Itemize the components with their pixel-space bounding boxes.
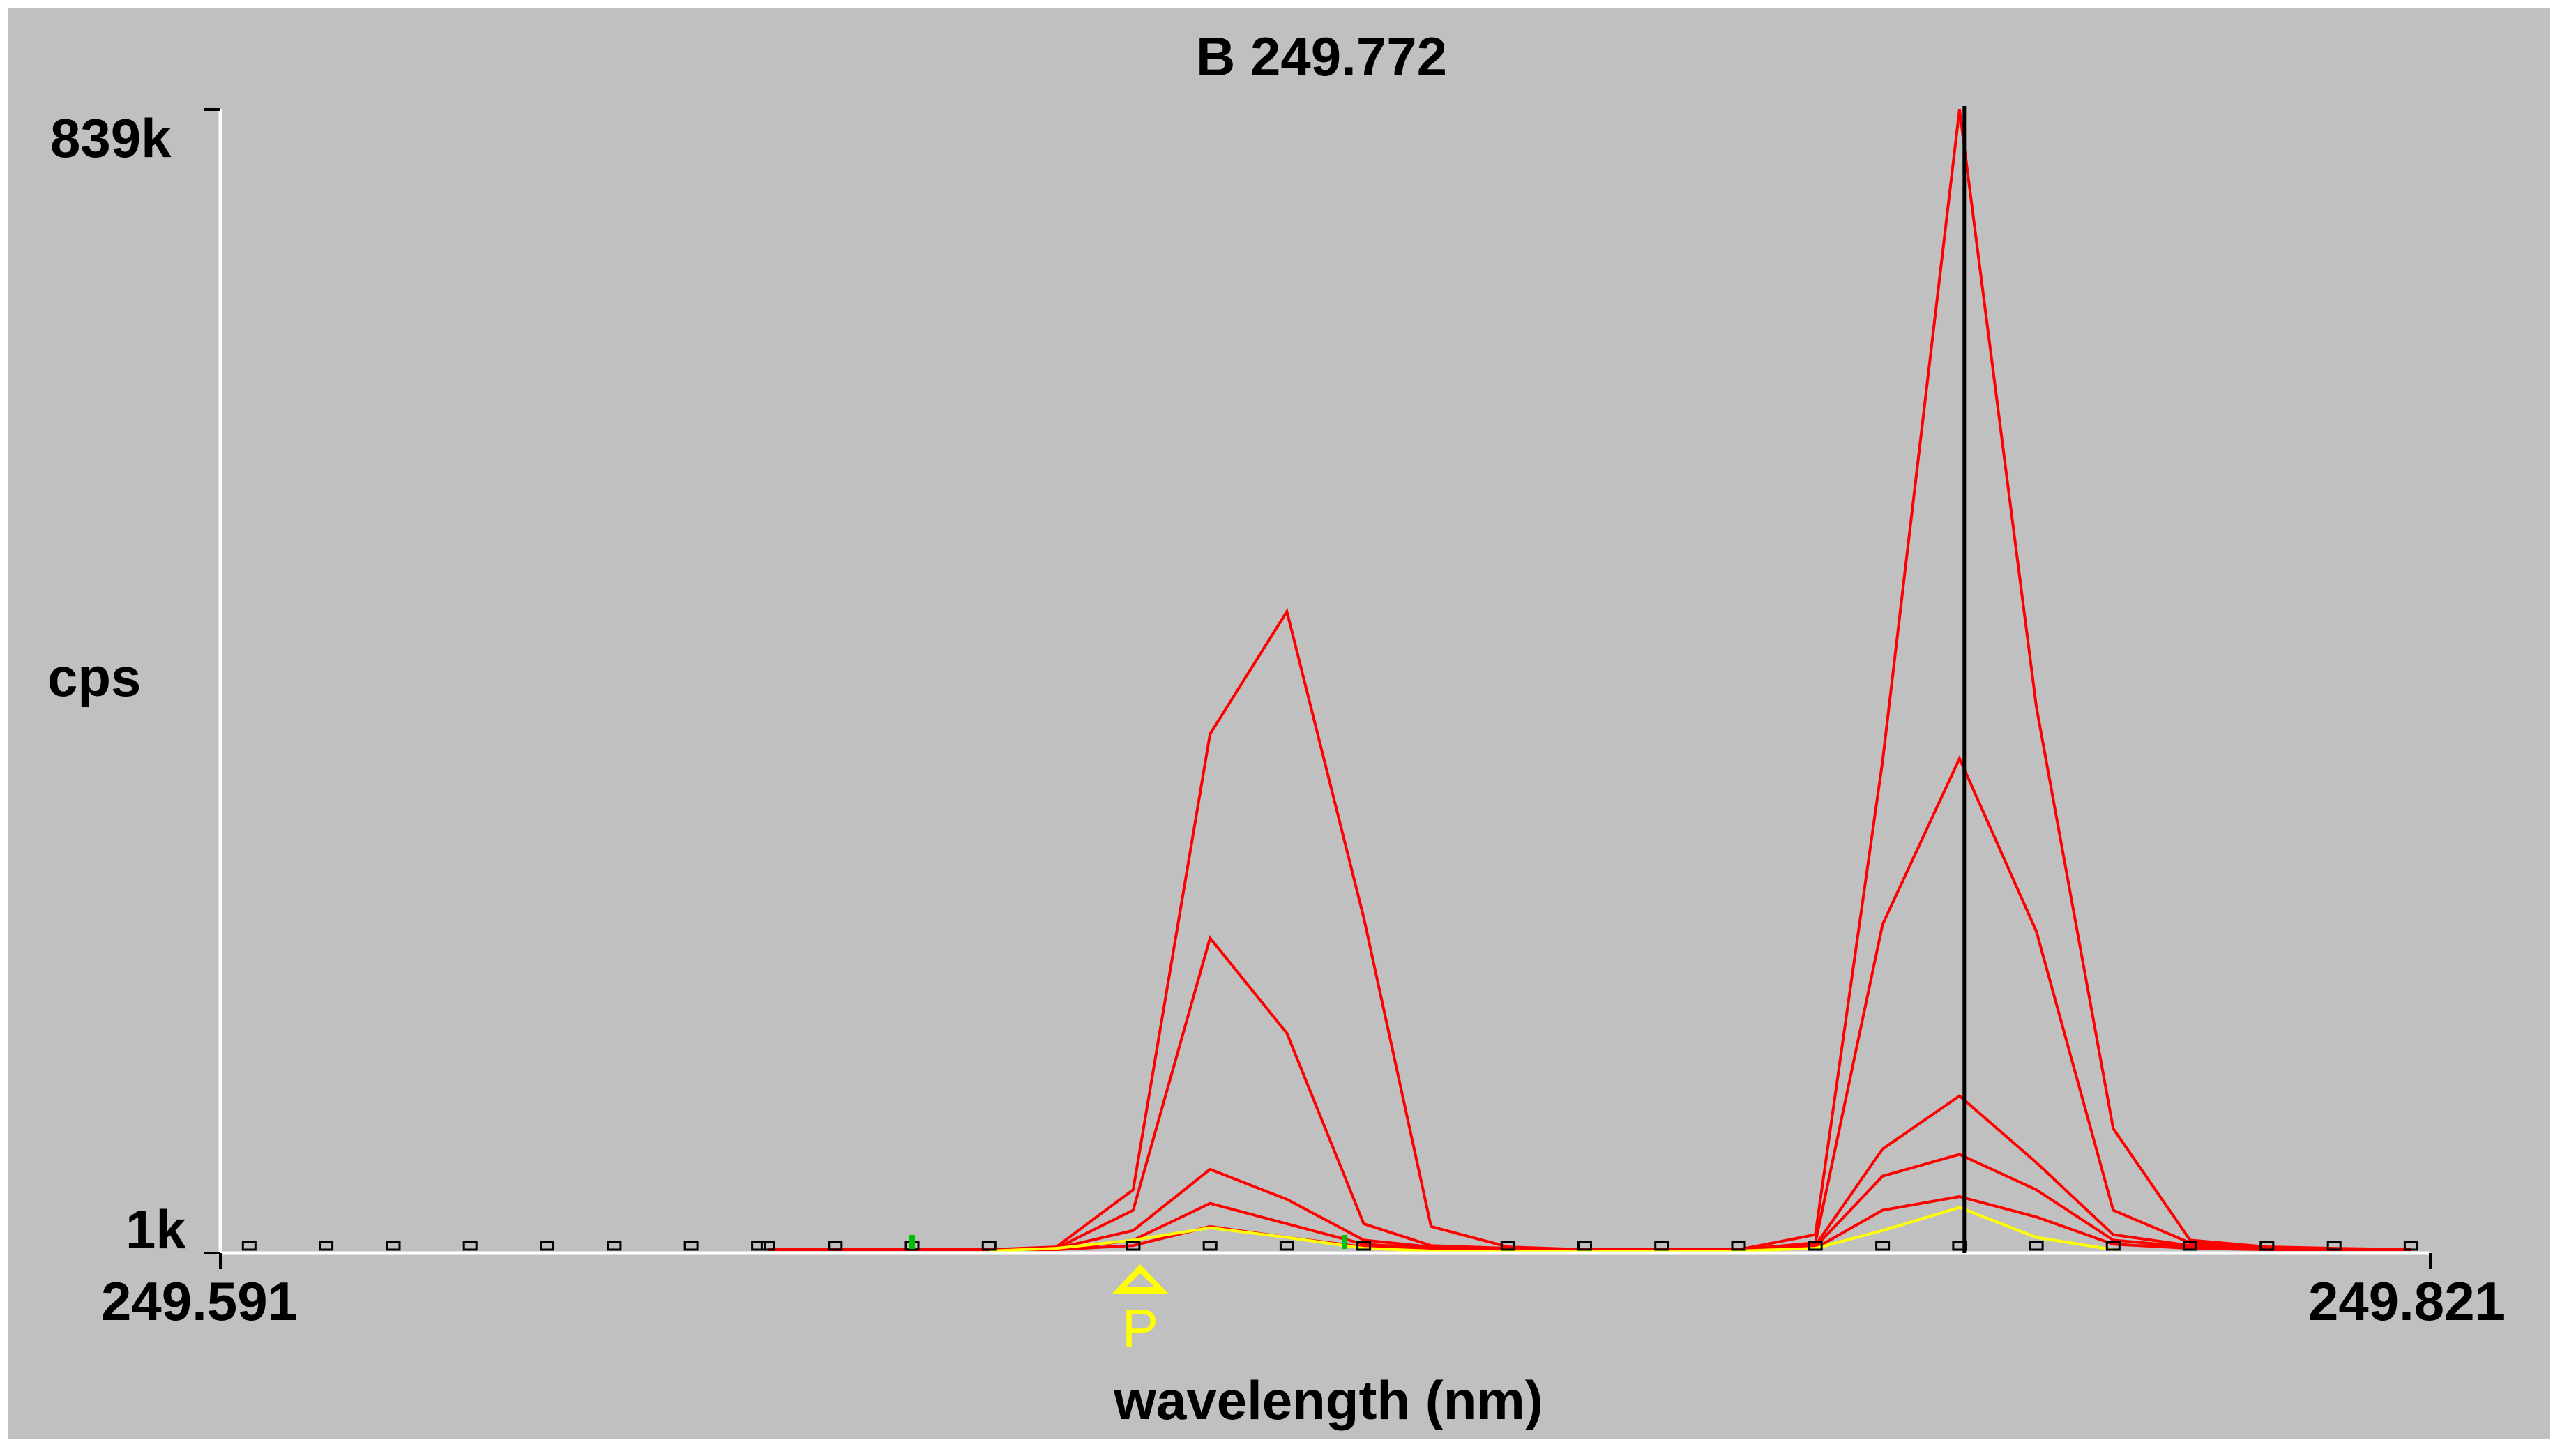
sample-point-14 xyxy=(1202,1241,1218,1251)
replicate-series-line-3 xyxy=(768,1094,2411,1251)
sample-point-12 xyxy=(981,1241,997,1251)
sample-point-1 xyxy=(241,1241,257,1251)
y-axis-label: cps xyxy=(47,646,141,708)
sample-point-18 xyxy=(1577,1241,1592,1251)
y-bottom-label: 1k xyxy=(126,1199,186,1260)
sample-point-2 xyxy=(319,1241,334,1251)
x-tick-label-left: 249.591 xyxy=(101,1271,298,1332)
peak-marker-inner xyxy=(1126,1273,1154,1287)
sample-point-7 xyxy=(683,1241,699,1251)
sample-point-19 xyxy=(1654,1241,1669,1251)
sample-point-29 xyxy=(2403,1241,2418,1251)
sample-point-17 xyxy=(1500,1241,1515,1251)
sample-point-21 xyxy=(1808,1241,1823,1251)
sample-point-25 xyxy=(2105,1241,2121,1251)
sample-point-20 xyxy=(1731,1241,1746,1251)
sample-point-13 xyxy=(1126,1241,1141,1251)
sample-point-16 xyxy=(1356,1241,1372,1251)
sample-point-26 xyxy=(2183,1241,2197,1251)
replicate-series-line-1 xyxy=(768,109,2411,1251)
replicate-series xyxy=(768,109,2411,1252)
sample-point-27 xyxy=(2259,1241,2275,1251)
cursor-label: B 249.772 xyxy=(1196,26,1447,87)
sample-point-6 xyxy=(607,1241,622,1251)
sample-point-5 xyxy=(540,1241,554,1251)
sample-point-9 xyxy=(751,1241,766,1251)
sample-point-28 xyxy=(2326,1241,2342,1251)
blank-series-line xyxy=(989,1206,2114,1252)
sample-point-10 xyxy=(828,1241,843,1251)
background-point-2[interactable] xyxy=(1342,1235,1348,1249)
sample-point-3 xyxy=(386,1241,401,1251)
sample-point-4 xyxy=(462,1241,478,1251)
sample-point-15 xyxy=(1279,1241,1294,1251)
plot-panel xyxy=(8,8,2550,1439)
y-top-label: 839k xyxy=(50,107,172,169)
replicate-series-line-2 xyxy=(768,754,2411,1251)
x-axis-label: wavelength (nm) xyxy=(1113,1370,1543,1431)
sample-point-24 xyxy=(2029,1241,2044,1251)
point-markers xyxy=(241,1235,2418,1251)
sample-point-22 xyxy=(1875,1241,1891,1251)
sample-point-8 xyxy=(760,1241,775,1251)
x-tick-label-right: 249.821 xyxy=(2308,1271,2505,1332)
background-point-1[interactable] xyxy=(909,1235,915,1249)
peak-marker-label: P xyxy=(1122,1298,1158,1359)
